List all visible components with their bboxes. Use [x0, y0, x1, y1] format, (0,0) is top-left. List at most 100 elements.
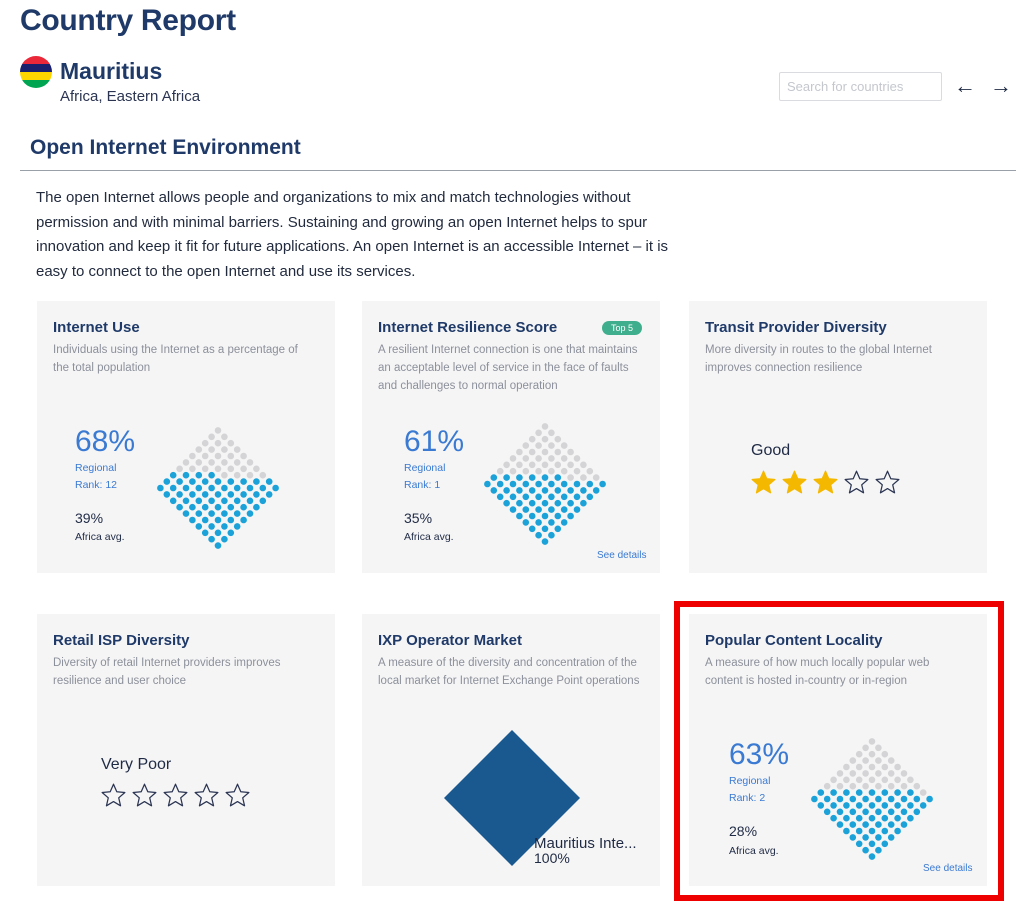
filled-dot: [528, 487, 536, 494]
empty-dot: [875, 782, 882, 790]
ixp-operator-share-shape: [444, 730, 580, 866]
filled-dot: [535, 480, 542, 488]
regional-label: Regional: [404, 462, 446, 474]
filled-dot: [227, 478, 235, 485]
filled-dot: [573, 493, 581, 501]
empty-dot: [560, 442, 568, 449]
empty-dot: [509, 467, 517, 475]
empty-dot: [535, 467, 542, 475]
filled-dot: [189, 478, 196, 485]
filled-dot: [849, 834, 857, 841]
card-title: Internet Resilience Score: [378, 319, 558, 336]
filled-dot: [875, 846, 882, 854]
empty-dot: [855, 776, 863, 784]
star-empty-icon: [225, 783, 250, 807]
popular-content-locality-card[interactable]: Popular Content Locality A measure of ho…: [689, 614, 987, 886]
filled-dot: [567, 512, 574, 520]
empty-dot: [554, 461, 562, 469]
empty-dot: [221, 446, 228, 453]
empty-dot: [201, 465, 209, 473]
see-details-link[interactable]: See details: [923, 863, 973, 874]
filled-dot: [560, 519, 568, 526]
country-header: Mauritius Africa, Eastern Africa: [20, 56, 200, 105]
ixp-operator-label: Mauritius Inte...: [534, 835, 637, 852]
empty-dot: [836, 782, 844, 790]
filled-dot: [887, 821, 895, 828]
filled-dot: [201, 478, 209, 485]
see-details-link[interactable]: See details: [597, 550, 647, 561]
country-search-input[interactable]: [779, 72, 942, 101]
ixp-operator-market-card[interactable]: IXP Operator Market A measure of the div…: [362, 614, 660, 886]
filled-dot: [246, 484, 254, 492]
empty-dot: [567, 461, 574, 469]
empty-dot: [253, 465, 260, 473]
filled-dot: [836, 808, 844, 816]
empty-dot: [516, 461, 523, 469]
ixp-operator-share: 100%: [534, 850, 570, 866]
internet-resilience-card[interactable]: Internet Resilience Score Top 5 A resili…: [362, 301, 660, 573]
africa-avg-value: 28%: [729, 823, 758, 839]
filled-dot: [201, 529, 209, 537]
empty-dot: [221, 459, 228, 466]
filled-dot: [580, 499, 587, 507]
filled-dot: [484, 480, 491, 488]
filled-dot: [522, 506, 530, 513]
empty-dot: [227, 452, 235, 460]
filled-dot: [843, 802, 850, 809]
filled-dot: [496, 493, 504, 501]
filled-dot: [503, 487, 510, 494]
empty-dot: [868, 738, 876, 745]
filled-dot: [214, 529, 222, 537]
transit-provider-diversity-card[interactable]: Transit Provider Diversity More diversit…: [689, 301, 987, 573]
regional-label: Regional: [75, 462, 117, 474]
empty-dot: [586, 467, 594, 475]
filled-dot: [522, 519, 530, 526]
empty-dot: [843, 763, 850, 771]
regional-label: Regional: [729, 775, 771, 787]
card-title: IXP Operator Market: [378, 632, 522, 649]
filled-dot: [875, 808, 882, 816]
star-rating: [101, 783, 256, 807]
previous-country-arrow-icon[interactable]: ←: [954, 73, 976, 98]
empty-dot: [189, 465, 196, 473]
filled-dot: [823, 808, 831, 816]
empty-dot: [541, 423, 549, 430]
empty-dot: [259, 471, 267, 479]
filled-dot: [182, 510, 190, 517]
empty-dot: [567, 448, 574, 456]
filled-dot: [208, 510, 215, 517]
empty-dot: [560, 467, 568, 475]
empty-dot: [208, 446, 215, 453]
africa-avg-label: Africa avg.: [75, 531, 125, 543]
africa-avg-label: Africa avg.: [729, 845, 779, 857]
filled-dot: [554, 487, 562, 494]
filled-dot: [528, 474, 536, 481]
filled-dot: [894, 814, 901, 822]
empty-dot: [201, 439, 209, 447]
filled-dot: [868, 789, 876, 796]
filled-dot: [516, 474, 523, 481]
empty-dot: [214, 439, 222, 447]
retail-isp-diversity-card[interactable]: Retail ISP Diversity Diversity of retail…: [37, 614, 335, 886]
filled-dot: [907, 789, 914, 796]
filled-dot: [227, 503, 235, 511]
filled-dot: [221, 510, 228, 517]
internet-use-card[interactable]: Internet Use Individuals using the Inter…: [37, 301, 335, 573]
empty-dot: [522, 455, 530, 462]
filled-dot: [214, 542, 222, 549]
filled-dot: [169, 497, 177, 505]
empty-dot: [894, 763, 901, 771]
empty-dot: [573, 467, 581, 475]
empty-dot: [509, 455, 517, 462]
next-country-arrow-icon[interactable]: →: [990, 73, 1012, 98]
filled-dot: [503, 499, 510, 507]
resilience-value: 61%: [404, 425, 465, 458]
filled-dot: [548, 531, 555, 539]
filled-dot: [554, 499, 562, 507]
filled-dot: [862, 795, 869, 803]
empty-dot: [560, 455, 568, 462]
empty-dot: [900, 782, 908, 790]
empty-dot: [208, 433, 215, 441]
filled-dot: [265, 491, 273, 498]
star-filled-icon: [813, 470, 838, 494]
